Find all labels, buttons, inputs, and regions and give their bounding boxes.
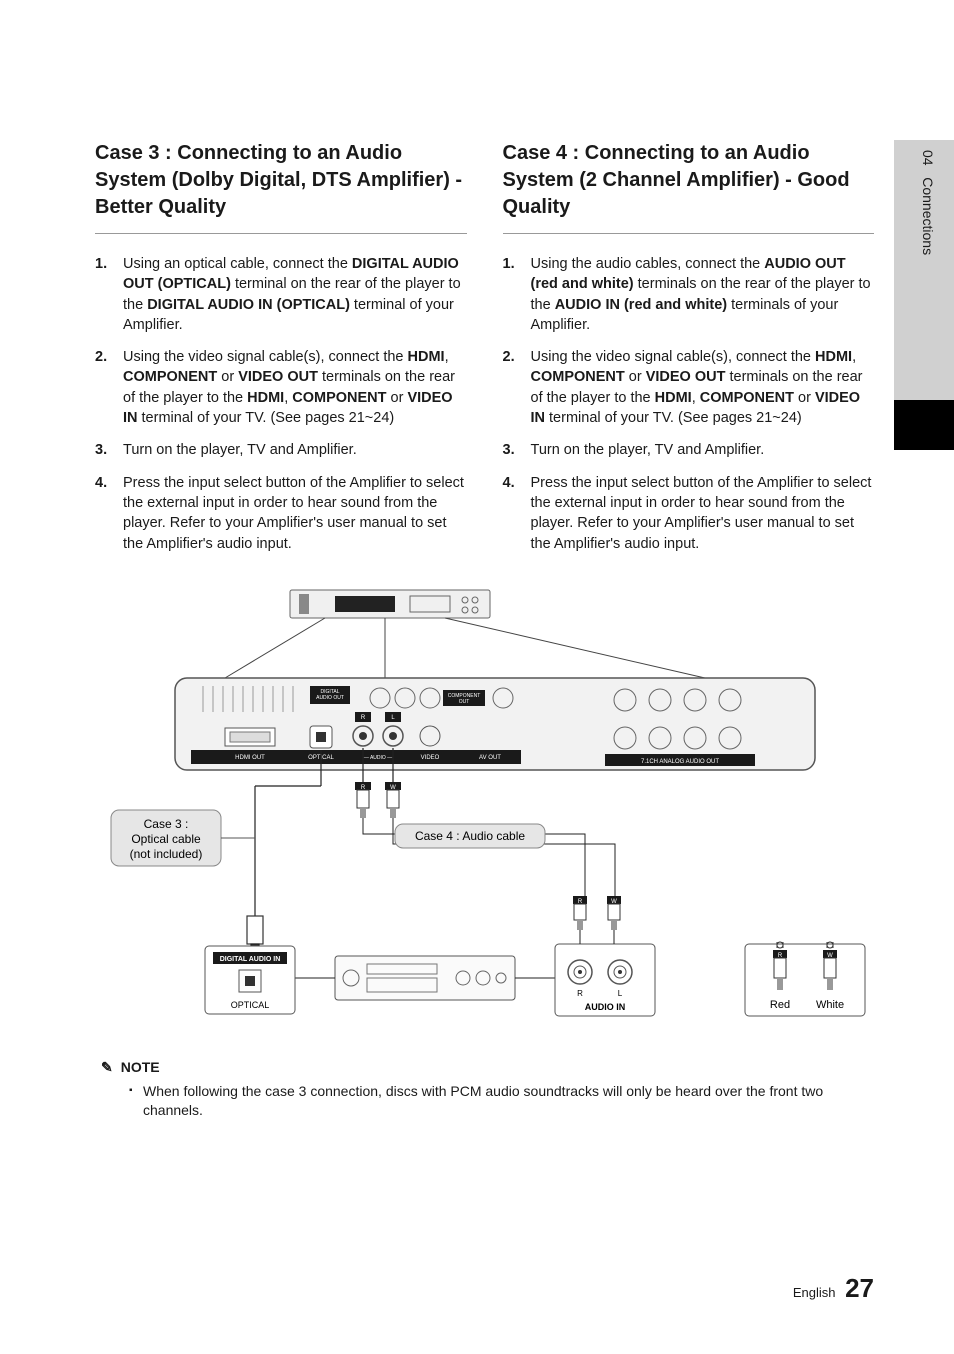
case3-step4: Press the input select button of the Amp… [95, 473, 467, 554]
audio-in-box: R W R L AUDIO IN [555, 896, 655, 1016]
svg-text:AUDIO OUT: AUDIO OUT [316, 695, 344, 701]
svg-text:DIGITAL AUDIO IN: DIGITAL AUDIO IN [220, 956, 281, 963]
svg-text:AV OUT: AV OUT [479, 755, 501, 761]
case3-steps: Using an optical cable, connect the DIGI… [95, 254, 467, 554]
top-player [290, 590, 490, 618]
amplifier [295, 956, 555, 1000]
case4-label-box: Case 4 : Audio cable [395, 824, 545, 848]
svg-text:Case 3 :: Case 3 : [144, 817, 189, 831]
svg-text:7.1CH ANALOG AUDIO OUT: 7.1CH ANALOG AUDIO OUT [641, 759, 719, 765]
col-case4: Case 4 : Connecting to an Audio System (… [503, 140, 875, 566]
footer-lang: English [793, 1285, 836, 1300]
pencil-icon: ✎ [101, 1059, 113, 1076]
svg-text:R: R [577, 989, 583, 998]
svg-text:(not included): (not included) [130, 847, 203, 861]
svg-text:Case 4 : Audio cable: Case 4 : Audio cable [415, 829, 525, 843]
case4-step1: Using the audio cables, connect the AUDI… [503, 254, 875, 335]
case3-step2: Using the video signal cable(s), connect… [95, 347, 467, 428]
case4-step2: Using the video signal cable(s), connect… [503, 347, 875, 428]
plug-legend: R Red W White [745, 942, 865, 1016]
rear-panel: DIGITAL AUDIO OUT COMPONENT OUT HDMI OUT [175, 678, 815, 770]
col-case3: Case 3 : Connecting to an Audio System (… [95, 140, 467, 566]
case3-step1: Using an optical cable, connect the DIGI… [95, 254, 467, 335]
note-label: NOTE [121, 1059, 160, 1075]
case3-title: Case 3 : Connecting to an Audio System (… [95, 140, 467, 234]
connection-diagram: DIGITAL AUDIO OUT COMPONENT OUT HDMI OUT [95, 586, 874, 1041]
svg-text:VIDEO: VIDEO [421, 755, 440, 761]
svg-text:— AUDIO —: — AUDIO — [364, 755, 392, 761]
note-heading: ✎ NOTE [95, 1059, 874, 1076]
case3-label-box: Case 3 : Optical cable (not included) [111, 810, 255, 866]
svg-text:OUT: OUT [459, 699, 470, 705]
svg-text:HDMI OUT: HDMI OUT [235, 755, 265, 761]
page-content: Case 3 : Connecting to an Audio System (… [0, 0, 954, 1354]
svg-text:L: L [618, 989, 623, 998]
svg-text:OPTICAL: OPTICAL [231, 1000, 270, 1010]
case3-step3: Turn on the player, TV and Amplifier. [95, 440, 467, 460]
page-footer: English 27 [793, 1273, 874, 1304]
case3-cable [247, 750, 321, 954]
svg-text:AUDIO IN: AUDIO IN [585, 1002, 626, 1012]
diagram-svg: DIGITAL AUDIO OUT COMPONENT OUT HDMI OUT [95, 586, 875, 1036]
case4-step4: Press the input select button of the Amp… [503, 473, 875, 554]
two-columns: Case 3 : Connecting to an Audio System (… [95, 140, 874, 566]
svg-text:Optical cable: Optical cable [131, 832, 201, 846]
case4-steps: Using the audio cables, connect the AUDI… [503, 254, 875, 554]
case4-title: Case 4 : Connecting to an Audio System (… [503, 140, 875, 234]
svg-text:R: R [361, 715, 366, 721]
digital-audio-in-box: DIGITAL AUDIO IN OPTICAL [205, 946, 295, 1014]
note-section: ✎ NOTE When following the case 3 connect… [95, 1059, 874, 1120]
svg-text:White: White [816, 999, 844, 1011]
note-body: When following the case 3 connection, di… [95, 1082, 874, 1120]
footer-page: 27 [845, 1273, 874, 1303]
svg-text:Red: Red [770, 999, 790, 1011]
case4-step3: Turn on the player, TV and Amplifier. [503, 440, 875, 460]
